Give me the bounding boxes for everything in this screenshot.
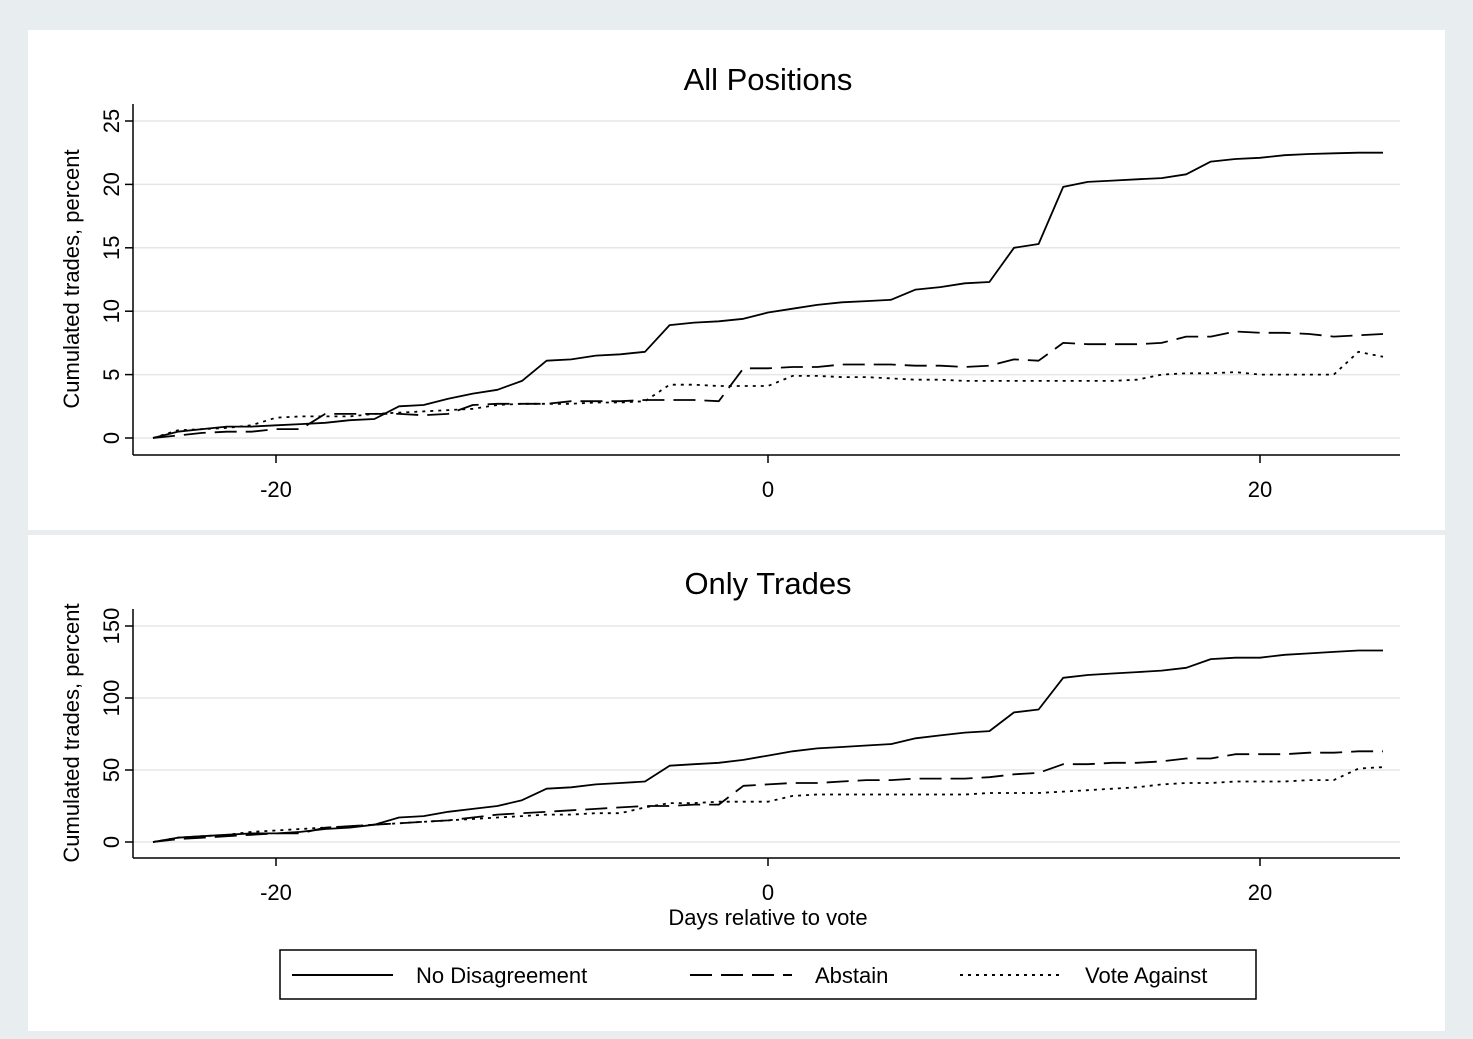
series-line-vote-against [152,766,1384,843]
x-tick-label: 20 [1248,880,1272,905]
chart-all-positions: All Positions Cumulated trades, percent … [59,62,1400,502]
panel-2-background [28,535,1445,1031]
x-tick-label: 0 [762,880,774,905]
legend-label-abstain: Abstain [815,963,888,988]
x-axis-label: Days relative to vote [668,905,867,930]
series-line-no-disagreement [152,649,1383,843]
series-line-abstain [152,330,1384,439]
y-ticks: 0 5 10 15 20 25 [99,109,133,444]
series-lines [152,151,1384,439]
series-lines [152,649,1384,843]
y-tick-label: 10 [99,299,124,323]
x-tick-label: -20 [260,477,292,502]
x-ticks: -20 0 20 [260,858,1272,905]
y-axis-label: Cumulated trades, percent [59,603,84,862]
panel-1-background [28,30,1445,530]
series-line-abstain [152,750,1383,843]
chart-only-trades: Only Trades Cumulated trades, percent 0 5… [59,566,1400,930]
y-tick-label: 20 [99,172,124,196]
legend: No Disagreement Abstain Vote Against [279,949,1257,1000]
chart-title: All Positions [684,62,853,97]
x-tick-label: -20 [260,880,292,905]
y-axis-label: Cumulated trades, percent [59,149,84,408]
chart-title: Only Trades [684,566,851,601]
x-ticks: -20 0 20 [260,455,1272,502]
y-tick-label: 150 [99,608,124,645]
y-gridlines [133,120,1400,439]
y-tick-label: 50 [99,758,124,782]
y-ticks: 0 50 100 150 [99,608,133,848]
y-tick-label: 15 [99,236,124,260]
x-tick-label: 0 [762,477,774,502]
axes [132,104,1400,456]
axes [132,609,1400,859]
y-tick-label: 5 [99,368,124,380]
y-tick-label: 0 [99,432,124,444]
y-tick-label: 0 [99,836,124,848]
y-tick-label: 25 [99,109,124,133]
series-line-no-disagreement [152,151,1383,439]
y-tick-label: 100 [99,680,124,717]
legend-label-no-disagreement: No Disagreement [416,963,587,988]
legend-label-vote-against: Vote Against [1085,963,1207,988]
y-gridlines [133,625,1400,843]
x-tick-label: 20 [1248,477,1272,502]
